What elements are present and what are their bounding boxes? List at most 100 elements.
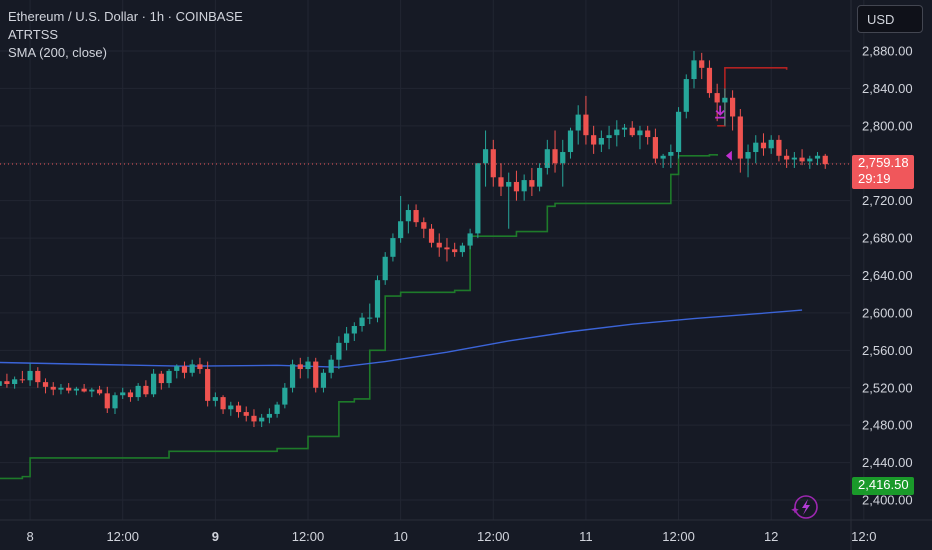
candle-body: [560, 152, 566, 164]
candle: [104, 386, 110, 414]
candle-body: [104, 393, 110, 409]
candle-body: [691, 60, 697, 80]
candle-body: [367, 317, 373, 319]
candle: [436, 233, 442, 257]
candle: [699, 52, 705, 80]
candle-body: [575, 114, 581, 131]
candle-body: [320, 372, 327, 388]
candle: [482, 130, 489, 187]
candle-body: [374, 280, 381, 318]
candle: [89, 387, 95, 398]
candle: [289, 359, 296, 393]
candle: [66, 383, 72, 394]
candle-body: [668, 152, 674, 156]
candle: [730, 90, 736, 131]
x-tick-label: 12:00: [106, 529, 139, 544]
candle: [344, 326, 350, 351]
candle: [297, 357, 303, 379]
candle: [151, 369, 157, 398]
candle-body: [791, 157, 797, 160]
candle: [259, 413, 265, 428]
buy-signal-arrow: [725, 150, 732, 161]
indicator-sma-label[interactable]: SMA (200, close): [8, 45, 107, 60]
candle-body: [807, 158, 813, 162]
time-axis[interactable]: 8 12:00 9 12:00 10 12:00 11 12:00 12 12:0: [0, 519, 932, 544]
candle: [544, 139, 550, 175]
candle: [652, 128, 658, 164]
candle-body: [444, 247, 450, 250]
candle-body: [498, 177, 504, 187]
candle: [135, 383, 141, 401]
candle-body: [266, 413, 272, 418]
candle-body: [181, 366, 188, 373]
candle-body: [799, 157, 805, 162]
candle-body: [143, 385, 149, 395]
x-tick-label: 12:00: [477, 529, 510, 544]
candle: [274, 401, 280, 418]
candle-body: [259, 417, 265, 422]
candle-body: [297, 364, 303, 370]
indicator-atrtss-label[interactable]: ATRTSS: [8, 27, 59, 42]
candle-body: [328, 359, 334, 373]
candle-body: [822, 155, 828, 165]
candle: [73, 386, 79, 396]
candle: [706, 60, 713, 98]
candle-body: [289, 364, 296, 388]
candle-body: [282, 387, 288, 405]
lightning-icon[interactable]: [791, 495, 818, 519]
candle: [467, 228, 473, 250]
candle: [390, 233, 396, 262]
candle-body: [683, 79, 689, 112]
atr-stop-tag: 2,416.50: [852, 477, 914, 495]
atr-stop-long-line: [0, 154, 718, 480]
candle: [42, 378, 49, 394]
x-tick-label: 12:00: [292, 529, 325, 544]
candle-body: [27, 370, 33, 381]
candle: [112, 392, 118, 414]
atr-stop-long-path: [0, 154, 718, 480]
candle-body: [521, 180, 527, 192]
candle-body: [606, 135, 612, 138]
candle: [645, 125, 651, 145]
candle: [575, 105, 581, 145]
candle: [181, 361, 188, 379]
candle-body: [706, 67, 713, 94]
y-tick-label: 2,680.00: [862, 231, 913, 246]
candle: [212, 392, 218, 407]
chart-title: Ethereum / U.S. Dollar · 1h · COINBASE: [8, 9, 243, 24]
x-tick-label: 12: [764, 529, 778, 544]
candle: [351, 322, 357, 341]
candle-body: [235, 405, 242, 413]
candle: [50, 382, 56, 396]
candle: [336, 336, 342, 370]
candle: [498, 163, 504, 196]
candle: [205, 361, 211, 407]
candle-body: [467, 233, 473, 246]
x-tick-label: 10: [393, 529, 407, 544]
x-tick-label: 9: [212, 529, 219, 544]
price-axis[interactable]: 2,400.00 2,440.00 2,480.00 2,520.00 2,560.00…: [850, 0, 913, 550]
candle-body: [745, 152, 751, 159]
last-price-tag: 2,759.18 29:19: [852, 155, 914, 189]
candle: [722, 88, 728, 126]
candle: [328, 355, 334, 379]
y-tick-label: 2,560.00: [862, 343, 913, 358]
candle: [629, 121, 635, 138]
candle: [475, 163, 481, 239]
candle-body: [73, 388, 79, 391]
candle-body: [344, 333, 350, 343]
grid: [0, 0, 865, 520]
candle: [382, 252, 388, 285]
candle: [583, 95, 589, 145]
candle: [691, 51, 697, 89]
candle: [228, 401, 234, 416]
candle: [305, 356, 311, 379]
candle-body: [776, 139, 782, 156]
atr-stop-short-line: [717, 67, 788, 127]
candle-body: [398, 221, 404, 239]
candle-body: [189, 364, 195, 373]
currency-button[interactable]: USD: [857, 5, 923, 33]
candle-body: [205, 369, 211, 401]
candle: [0, 381, 2, 386]
